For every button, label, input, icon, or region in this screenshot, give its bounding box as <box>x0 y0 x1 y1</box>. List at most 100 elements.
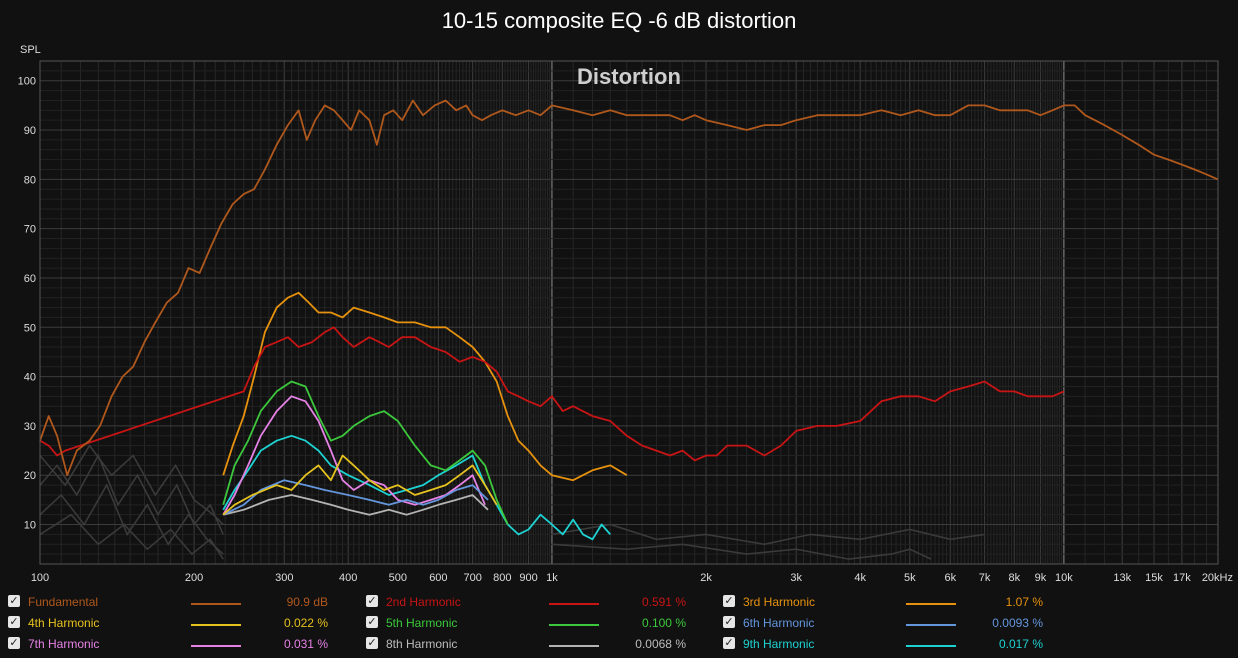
legend-checkbox[interactable]: ✓ <box>366 636 378 649</box>
legend-item-fundamental: ✓ Fundamental 90.9 dB <box>8 592 338 612</box>
legend-value: 0.591 % <box>641 595 686 609</box>
legend-checkbox[interactable]: ✓ <box>8 594 20 607</box>
legend-item-2nd-harmonic: ✓ 2nd Harmonic 0.591 % <box>366 592 696 612</box>
legend-value: 0.022 % <box>283 616 328 630</box>
legend-swatch <box>549 624 599 626</box>
legend-checkbox[interactable]: ✓ <box>723 636 735 649</box>
legend-item-5th-harmonic: ✓ 5th Harmonic 0.100 % <box>366 613 696 633</box>
x-tick-label: 5k <box>904 572 916 584</box>
series-curves <box>39 99 1219 541</box>
legend-swatch <box>906 645 956 647</box>
y-tick-label: 60 <box>24 273 36 285</box>
series-line-7th-harmonic <box>222 395 486 516</box>
x-tick-label: 9k <box>1035 572 1047 584</box>
distortion-plot: 10 20 30 40 50 60 70 80 90 100 100 200 300 400 500 600 7… <box>18 44 1233 584</box>
plot-border <box>39 60 1219 565</box>
legend-swatch <box>191 624 241 626</box>
chart-title: 10-15 composite EQ -6 dB distortion <box>441 8 797 33</box>
x-tick-label: 3k <box>790 572 802 584</box>
legend-checkbox[interactable]: ✓ <box>366 615 378 628</box>
series-line-8th-harmonic <box>222 494 489 516</box>
series-line-3rd-harmonic <box>222 291 628 482</box>
legend-label: 4th Harmonic <box>28 616 100 630</box>
legend-swatch <box>549 603 599 605</box>
x-tick-label: 17k <box>1173 572 1191 584</box>
legend-checkbox[interactable]: ✓ <box>723 594 735 607</box>
legend-label: 5th Harmonic <box>386 616 458 630</box>
y-tick-label: 50 <box>24 322 36 334</box>
legend-checkbox[interactable]: ✓ <box>8 636 20 649</box>
legend-label: 8th Harmonic <box>386 637 458 651</box>
legend-swatch <box>906 624 956 626</box>
x-tick-label: 400 <box>339 572 357 584</box>
y-tick-label: 30 <box>24 421 36 433</box>
x-tick-label: 10k <box>1055 572 1073 584</box>
noise-trace <box>39 453 224 535</box>
x-tick-label: 600 <box>429 572 447 584</box>
grid-lines <box>39 60 1219 565</box>
x-tick-label: 13k <box>1113 572 1131 584</box>
x-tick-label: 300 <box>275 572 293 584</box>
x-tick-label: 800 <box>493 572 511 584</box>
x-tick-label: 15k <box>1145 572 1163 584</box>
noise-trace <box>39 513 224 560</box>
legend-value: 1.07 % <box>1005 595 1043 609</box>
x-tick-label: 4k <box>854 572 866 584</box>
noise-traces <box>39 444 985 560</box>
legend-item-4th-harmonic: ✓ 4th Harmonic 0.022 % <box>8 613 338 633</box>
y-axis-label: SPL <box>20 44 41 56</box>
series-line-9th-harmonic <box>222 434 611 541</box>
noise-trace <box>551 523 985 546</box>
legend-item-7th-harmonic: ✓ 7th Harmonic 0.031 % <box>8 634 338 654</box>
legend-checkbox[interactable]: ✓ <box>366 594 378 607</box>
legend-checkbox[interactable]: ✓ <box>8 615 20 628</box>
x-tick-label: 8k <box>1008 572 1020 584</box>
legend: ✓ Fundamental 90.9 dB ✓ 2nd Harmonic 0.591 % ✓… <box>0 588 1238 658</box>
legend-label: 3rd Harmonic <box>743 595 816 609</box>
axis-ticks: 10 20 30 40 50 60 70 80 90 100 100 200 300 400 500 600 7… <box>18 76 1233 584</box>
legend-swatch <box>549 645 599 647</box>
legend-swatch <box>906 603 956 605</box>
series-line-fundamental <box>39 99 1219 477</box>
x-tick-label: 200 <box>185 572 203 584</box>
legend-label: 6th Harmonic <box>743 616 815 630</box>
legend-item-3rd-harmonic: ✓ 3rd Harmonic 1.07 % <box>723 592 1053 612</box>
legend-label: 7th Harmonic <box>28 637 100 651</box>
legend-checkbox[interactable]: ✓ <box>723 615 735 628</box>
x-tick-label: 6k <box>945 572 957 584</box>
legend-item-6th-harmonic: ✓ 6th Harmonic 0.0093 % <box>723 613 1053 633</box>
legend-label: 9th Harmonic <box>743 637 815 651</box>
legend-item-9th-harmonic: ✓ 9th Harmonic 0.017 % <box>723 634 1053 654</box>
x-tick-label: 20kHz <box>1202 572 1233 584</box>
noise-trace <box>551 543 932 560</box>
legend-item-8th-harmonic: ✓ 8th Harmonic 0.0068 % <box>366 634 696 654</box>
overlay-label: Distortion <box>577 64 681 89</box>
y-tick-label: 10 <box>24 520 36 532</box>
x-tick-label: 900 <box>519 572 537 584</box>
series-line-5th-harmonic <box>222 380 509 525</box>
x-tick-label: 2k <box>700 572 712 584</box>
series-line-4th-harmonic <box>222 454 498 516</box>
legend-value: 0.031 % <box>283 637 328 651</box>
x-tick-label: 100 <box>31 572 49 584</box>
y-tick-label: 40 <box>24 372 36 384</box>
series-line-6th-harmonic <box>222 479 489 516</box>
x-tick-label: 700 <box>463 572 481 584</box>
legend-value: 90.9 dB <box>286 595 328 609</box>
y-tick-label: 90 <box>24 125 36 137</box>
y-tick-label: 80 <box>24 174 36 186</box>
legend-value: 0.100 % <box>641 616 686 630</box>
y-tick-label: 100 <box>18 76 36 88</box>
legend-value: 0.0093 % <box>992 616 1043 630</box>
legend-label: 2nd Harmonic <box>386 595 461 609</box>
noise-trace <box>39 483 224 555</box>
noise-trace <box>39 444 224 526</box>
x-tick-label: 7k <box>979 572 991 584</box>
legend-value: 0.017 % <box>998 637 1043 651</box>
y-tick-label: 70 <box>24 224 36 236</box>
legend-value: 0.0068 % <box>635 637 686 651</box>
legend-swatch <box>191 645 241 647</box>
series-line-2nd-harmonic <box>39 326 1065 462</box>
legend-swatch <box>191 603 241 605</box>
legend-label: Fundamental <box>28 595 99 609</box>
